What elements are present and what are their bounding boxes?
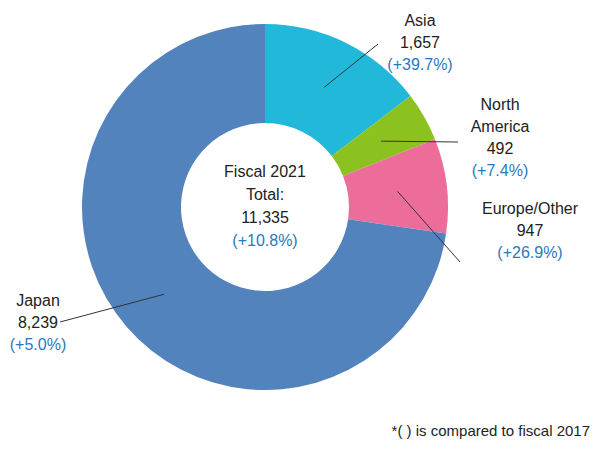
svg-text:Japan: Japan [16, 292, 60, 309]
svg-text:(+26.9%): (+26.9%) [497, 244, 562, 261]
svg-text:Europe/Other: Europe/Other [482, 200, 579, 217]
svg-text:1,657: 1,657 [400, 34, 440, 51]
svg-text:North: North [480, 96, 519, 113]
svg-text:11,335: 11,335 [241, 209, 289, 226]
svg-text:*( ) is compared to fiscal 201: *( ) is compared to fiscal 2017 [392, 422, 590, 439]
svg-text:(+10.8%): (+10.8%) [232, 232, 297, 249]
svg-text:America: America [471, 118, 530, 135]
svg-text:947: 947 [517, 222, 544, 239]
svg-text:(+5.0%): (+5.0%) [10, 336, 66, 353]
svg-text:Asia: Asia [404, 12, 435, 29]
svg-text:492: 492 [487, 140, 514, 157]
svg-text:(+7.4%): (+7.4%) [472, 162, 528, 179]
svg-text:(+39.7%): (+39.7%) [387, 56, 452, 73]
svg-text:Total:: Total: [246, 186, 284, 203]
svg-text:Fiscal 2021: Fiscal 2021 [224, 163, 306, 180]
svg-text:8,239: 8,239 [18, 314, 58, 331]
